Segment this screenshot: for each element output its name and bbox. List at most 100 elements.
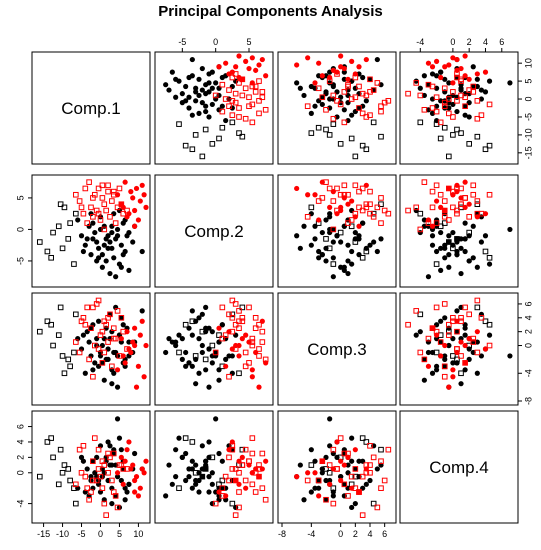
data-point (242, 477, 249, 484)
data-point (232, 90, 239, 97)
data-point (113, 274, 119, 280)
data-point (450, 55, 456, 61)
data-point (405, 207, 411, 214)
data-point (80, 443, 87, 449)
data-point (183, 363, 189, 369)
data-point (65, 236, 72, 242)
data-point (446, 96, 452, 102)
data-point (438, 245, 444, 251)
panel-frame-3-4 (399, 292, 519, 406)
data-point (433, 108, 440, 115)
data-point (359, 90, 366, 97)
data-point (256, 321, 262, 328)
data-point (196, 336, 202, 342)
data-point (252, 315, 259, 321)
data-point (246, 304, 252, 311)
data-point (109, 462, 115, 468)
data-point (239, 446, 246, 453)
data-point (173, 339, 179, 345)
data-point (349, 261, 355, 267)
data-point (470, 339, 477, 345)
data-point (454, 328, 460, 335)
data-point (315, 124, 322, 131)
data-point (252, 469, 259, 476)
data-point (78, 233, 85, 239)
data-point (176, 349, 182, 356)
data-point (263, 458, 269, 464)
data-point (308, 204, 315, 211)
data-point (478, 315, 485, 321)
data-point (433, 261, 440, 267)
data-point (359, 185, 366, 192)
data-point (458, 245, 464, 251)
data-point (199, 100, 205, 106)
data-point (256, 98, 262, 104)
data-point (132, 450, 138, 457)
data-point (417, 92, 424, 99)
data-point (341, 89, 348, 95)
y-tick-label-comp-2-5: 5 (15, 195, 25, 200)
data-point (417, 226, 424, 233)
data-point (97, 217, 104, 223)
data-point (352, 94, 359, 101)
data-point (374, 504, 381, 511)
data-point (253, 67, 259, 73)
data-point (337, 191, 344, 198)
y-tick-label-comp-2-0: 0 (15, 227, 25, 232)
data-point (442, 207, 448, 214)
data-point (130, 239, 136, 245)
data-point (239, 92, 246, 99)
data-point (413, 332, 419, 338)
data-point (105, 339, 111, 345)
y-tick-label-comp-4-2: 2 (15, 455, 25, 460)
data-point (192, 469, 199, 476)
data-point (466, 87, 472, 93)
data-point (78, 204, 85, 211)
data-point (114, 474, 121, 480)
data-point (48, 435, 54, 441)
data-point (118, 242, 124, 248)
data-point (139, 466, 145, 472)
data-point (256, 353, 262, 359)
data-point (454, 308, 460, 314)
data-point (90, 236, 96, 242)
data-point (378, 446, 384, 453)
data-point (450, 188, 456, 195)
data-point (114, 226, 121, 233)
data-point (239, 462, 246, 468)
data-point (213, 349, 219, 356)
data-point (73, 210, 79, 217)
data-point (352, 466, 359, 472)
data-point (55, 223, 62, 230)
data-point (75, 217, 81, 223)
data-point (363, 439, 370, 445)
data-point (316, 248, 322, 255)
data-point (470, 64, 476, 70)
data-point (173, 474, 179, 480)
data-point (338, 474, 344, 480)
data-point (360, 74, 366, 81)
data-point (458, 76, 464, 83)
data-point (345, 493, 351, 499)
data-point (458, 270, 464, 277)
data-point (226, 373, 232, 380)
data-point (176, 435, 182, 441)
data-point (370, 454, 377, 461)
data-point (323, 258, 329, 264)
data-point (233, 64, 239, 70)
data-point (304, 214, 311, 220)
panel-frame-3-1 (31, 292, 151, 406)
data-point (107, 239, 113, 245)
data-point (252, 89, 259, 95)
data-point (433, 304, 440, 311)
data-point (341, 65, 347, 72)
data-point (319, 195, 326, 201)
data-point (294, 62, 300, 68)
data-point (206, 80, 212, 86)
data-point (91, 435, 98, 441)
x-tick-label-comp-1--15: -15 (37, 529, 50, 539)
data-point (209, 329, 215, 335)
data-point (212, 500, 219, 507)
data-point (341, 481, 347, 487)
